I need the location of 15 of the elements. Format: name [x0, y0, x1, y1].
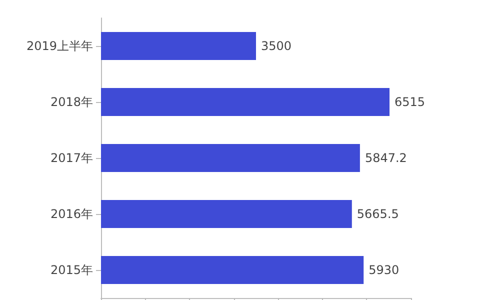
data-label: 6515 [394, 95, 426, 109]
y-tick-label: 2015年 [50, 263, 93, 277]
bar [101, 144, 360, 172]
data-label: 5665.5 [356, 207, 399, 221]
y-tick-label: 2016年 [50, 207, 93, 221]
y-tick-label: 2018年 [50, 95, 93, 109]
data-label: 3500 [261, 39, 292, 53]
bar [101, 88, 390, 116]
y-tick-label: 2019上半年 [26, 39, 93, 53]
bar [101, 32, 256, 60]
bar [101, 200, 352, 228]
data-label: 5930 [368, 263, 400, 277]
bar [101, 256, 364, 284]
data-label: 5847.2 [364, 151, 407, 165]
y-tick-label: 2017年 [50, 151, 93, 165]
